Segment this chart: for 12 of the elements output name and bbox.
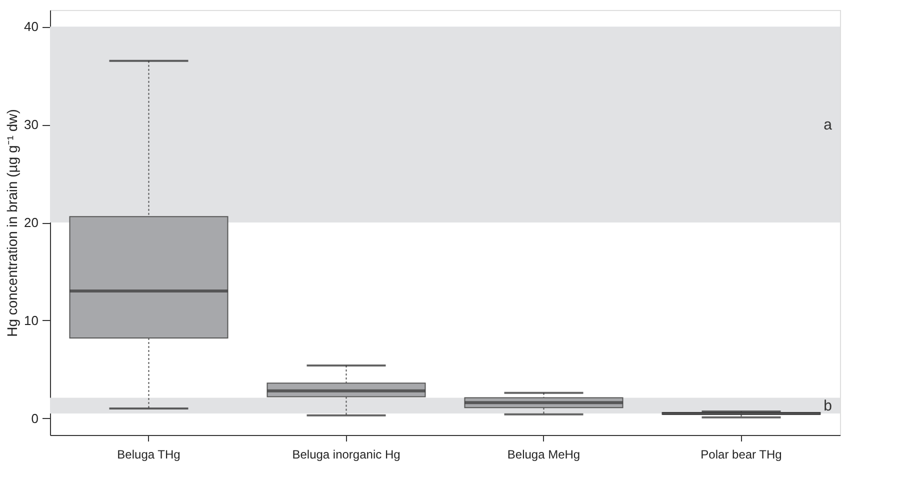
y-tick-label: 0 [31, 410, 38, 426]
y-tick-label: 30 [24, 117, 38, 132]
y-tick-label: 40 [24, 19, 38, 34]
x-tick-label: Beluga MeHg [507, 448, 580, 462]
band-label: b [824, 398, 832, 415]
y-tick-label: 10 [24, 312, 38, 328]
y-axis-title: Hg concentration in brain (µg g⁻¹ dw) [4, 109, 20, 337]
x-tick-label: Polar bear THg [700, 448, 782, 462]
x-tick-label: Beluga THg [117, 448, 180, 462]
band-label: a [824, 116, 833, 134]
y-tick-label: 20 [24, 215, 38, 230]
x-tick-label: Beluga inorganic Hg [292, 448, 400, 462]
